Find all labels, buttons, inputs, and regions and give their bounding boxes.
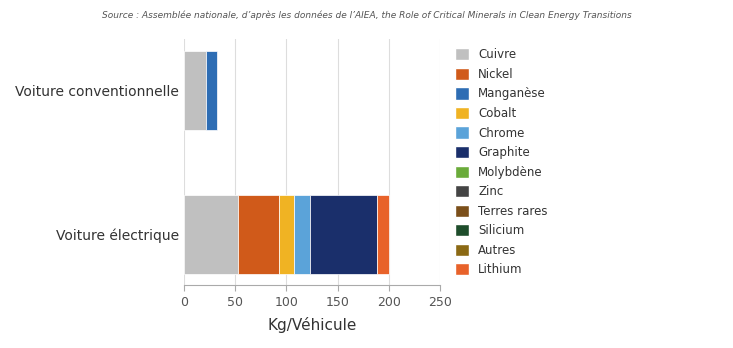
X-axis label: Kg/Véhicule: Kg/Véhicule	[268, 317, 357, 333]
Bar	[206, 50, 216, 130]
Bar	[184, 50, 206, 130]
Bar	[184, 195, 238, 274]
Bar	[293, 195, 310, 274]
Bar	[377, 195, 389, 274]
Bar	[238, 195, 279, 274]
Text: Source : Assemblée nationale, d’après les données de l’AIEA, the Role of Critica: Source : Assemblée nationale, d’après le…	[102, 10, 631, 20]
Bar	[279, 195, 293, 274]
Legend: Cuivre, Nickel, Manganèse, Cobalt, Chrome, Graphite, Molybdène, Zinc, Terres rar: Cuivre, Nickel, Manganèse, Cobalt, Chrom…	[449, 42, 553, 282]
Bar	[310, 195, 377, 274]
